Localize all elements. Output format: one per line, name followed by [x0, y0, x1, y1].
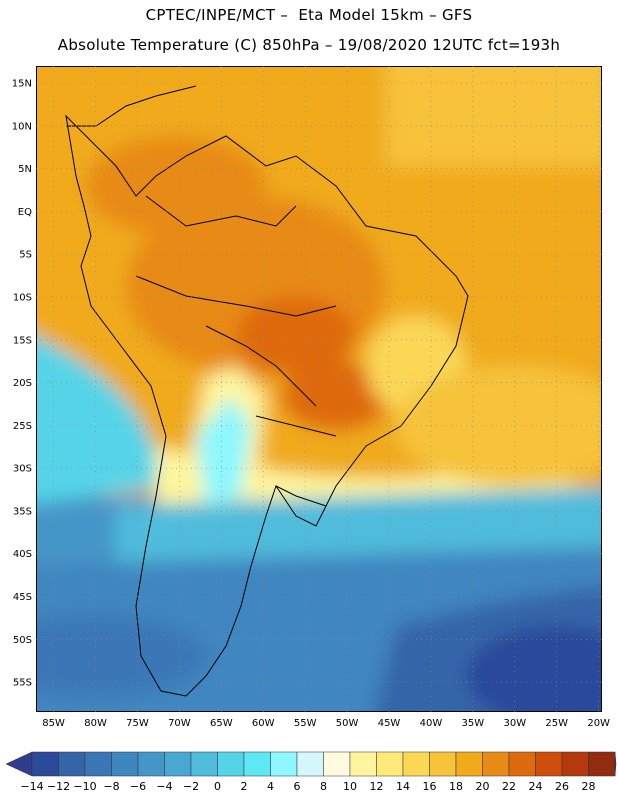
colorbar-bin: [270, 751, 298, 777]
colorbar-bin: [482, 751, 510, 777]
border-north: [145, 195, 297, 227]
border-central: [135, 275, 337, 317]
colorbar-bin: [349, 751, 377, 777]
colorbar-label: 26: [555, 780, 569, 793]
colorbar-label: 18: [449, 780, 463, 793]
lat-tick-label: 45S: [13, 592, 32, 603]
colorbar-label: 4: [267, 780, 274, 793]
lon-tick-label: 30W: [503, 718, 526, 729]
colorbar-label: −2: [183, 780, 199, 793]
lat-tick-label: EQ: [18, 207, 32, 218]
colorbar-over-arrow: [614, 751, 617, 777]
border-paraguay: [255, 415, 337, 437]
colorbar-label: 6: [294, 780, 301, 793]
lat-tick-label: 5N: [18, 164, 32, 175]
colorbar-label: 0: [214, 780, 221, 793]
lon-tick-label: 40W: [420, 718, 443, 729]
colorbar-bin: [58, 751, 86, 777]
colorbar-label: 28: [582, 780, 596, 793]
lat-tick-label: 15N: [12, 79, 32, 90]
colorbar-bin: [561, 751, 589, 777]
colorbar-bin: [376, 751, 404, 777]
colorbar-bin: [508, 751, 536, 777]
colorbar-bins: [5, 751, 617, 777]
map-svg: [36, 66, 602, 712]
lat-tick-label: 10S: [13, 293, 32, 304]
south-america-outline: [65, 114, 469, 697]
colorbar-label: −8: [103, 780, 119, 793]
temperature-field: [36, 66, 602, 712]
lat-tick-label: 25S: [13, 421, 32, 432]
colorbar-bin: [243, 751, 271, 777]
colorbar-label: −14: [20, 780, 43, 793]
lat-tick-label: 30S: [13, 464, 32, 475]
colorbar-bin: [535, 751, 563, 777]
lon-tick-label: 20W: [587, 718, 610, 729]
lon-tick-label: 85W: [42, 718, 65, 729]
colorbar-bin: [31, 751, 59, 777]
lat-tick-label: 20S: [13, 378, 32, 389]
colorbar-bin: [429, 751, 457, 777]
colorbar-bin: [190, 751, 218, 777]
colorbar-label: 10: [343, 780, 357, 793]
lon-tick-label: 60W: [252, 718, 275, 729]
colorbar-label: −10: [73, 780, 96, 793]
lat-tick-label: 50S: [13, 635, 32, 646]
colorbar-label: −6: [130, 780, 146, 793]
lon-tick-label: 55W: [294, 718, 317, 729]
colorbar-label: 8: [320, 780, 327, 793]
colorbar-bin: [111, 751, 139, 777]
colorbar-label: 12: [370, 780, 384, 793]
colorbar-label: −12: [47, 780, 70, 793]
longitude-labels: 85W 80W 75W 70W 65W 60W 55W 50W 45W 40W 35W 30W 25W 2…: [42, 718, 610, 729]
lon-tick-label: 50W: [336, 718, 359, 729]
border-uruguay: [275, 485, 327, 507]
lon-tick-label: 80W: [84, 718, 107, 729]
lat-tick-label: 15S: [13, 335, 32, 346]
map-frame: [36, 66, 602, 712]
latitude-labels: 15N 10N 5N EQ 5S 10S 15S 20S 25S 30S 35S 40S 45S 50S 5…: [12, 79, 32, 689]
colorbar-label: 24: [529, 780, 543, 793]
lat-tick-label: 55S: [13, 678, 32, 689]
lat-tick-label: 5S: [19, 250, 32, 261]
lon-tick-label: 35W: [462, 718, 485, 729]
chart-subtitle: Absolute Temperature (C) 850hPa – 19/08/…: [57, 36, 561, 54]
coastline-layer: [65, 85, 469, 697]
colorbar-label: 14: [396, 780, 410, 793]
colorbar-bin: [402, 751, 430, 777]
colorbar-bin: [217, 751, 245, 777]
temperature-map: [36, 66, 602, 712]
lon-tick-label: 65W: [210, 718, 233, 729]
lat-tick-label: 40S: [13, 549, 32, 560]
lon-tick-label: 25W: [545, 718, 568, 729]
lat-tick-label: 35S: [13, 506, 32, 517]
colorbar-bin: [296, 751, 324, 777]
colorbar-bin: [323, 751, 351, 777]
chart-title: CPTEC/INPE/MCT – Eta Model 15km – GFS: [145, 6, 473, 24]
colorbar-bin: [164, 751, 192, 777]
colorbar-label: 2: [241, 780, 248, 793]
colorbar-bin: [455, 751, 483, 777]
lon-tick-label: 75W: [126, 718, 149, 729]
lon-tick-label: 45W: [378, 718, 401, 729]
colorbar-label: −4: [156, 780, 172, 793]
colorbar: −14 −12 −10 −8 −6 −4 −2 0 2 4 6 8 10 12 14 16 18 20 22 24 26…: [5, 751, 617, 793]
colorbar-bin: [137, 751, 165, 777]
lat-tick-label: 10N: [12, 121, 32, 132]
colorbar-under-arrow: [5, 751, 33, 777]
border-south: [205, 325, 317, 407]
colorbar-labels: −14 −12 −10 −8 −6 −4 −2 0 2 4 6 8 10 12 14 16 18 20 22 24 26…: [20, 780, 595, 793]
colorbar-bin: [84, 751, 112, 777]
colorbar-label: 16: [423, 780, 437, 793]
colorbar-label: 22: [502, 780, 516, 793]
lon-tick-label: 70W: [168, 718, 191, 729]
colorbar-label: 20: [476, 780, 490, 793]
colorbar-bin: [588, 751, 616, 777]
